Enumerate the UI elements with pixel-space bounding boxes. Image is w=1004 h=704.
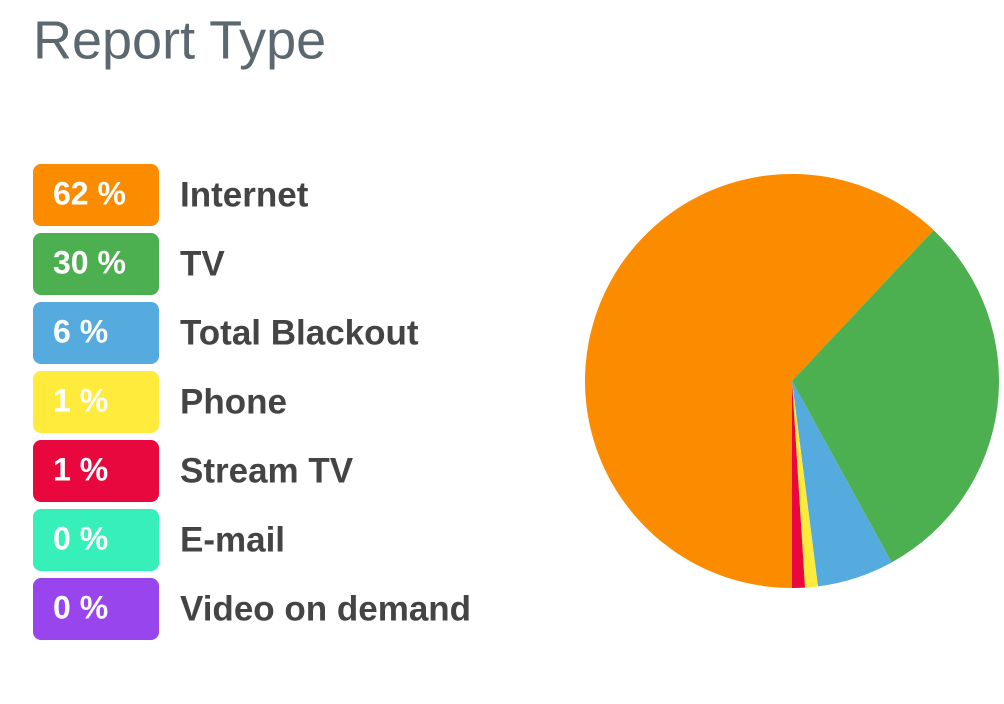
legend-value: 1 %	[53, 451, 108, 487]
legend-value: 0 %	[53, 589, 108, 625]
legend-label: Internet	[180, 175, 309, 214]
legend-label: E-mail	[180, 520, 285, 559]
legend-badge	[33, 371, 159, 433]
pie-slice	[585, 173, 934, 588]
legend-value: 6 %	[53, 313, 108, 349]
legend-badge	[33, 233, 159, 295]
legend-badge	[33, 302, 159, 364]
legend-label: Total Blackout	[180, 313, 419, 352]
pie-slice	[792, 381, 818, 588]
legend-badge	[33, 164, 159, 226]
pie-slice	[792, 381, 892, 587]
legend-value: 30 %	[53, 244, 126, 280]
legend-value: 62 %	[53, 175, 126, 211]
legend-label: Video on demand	[180, 589, 471, 628]
chart-title: Report Type	[33, 10, 326, 70]
legend-badge	[33, 440, 159, 502]
legend-label: Stream TV	[180, 451, 354, 490]
legend-badge	[33, 509, 159, 571]
pie-slice	[792, 230, 999, 563]
legend-label: TV	[180, 244, 225, 283]
pie-slice	[792, 381, 805, 588]
legend-value: 1 %	[53, 382, 108, 418]
legend-badge	[33, 578, 159, 640]
legend-label: Phone	[180, 382, 287, 421]
legend-value: 0 %	[53, 520, 108, 556]
